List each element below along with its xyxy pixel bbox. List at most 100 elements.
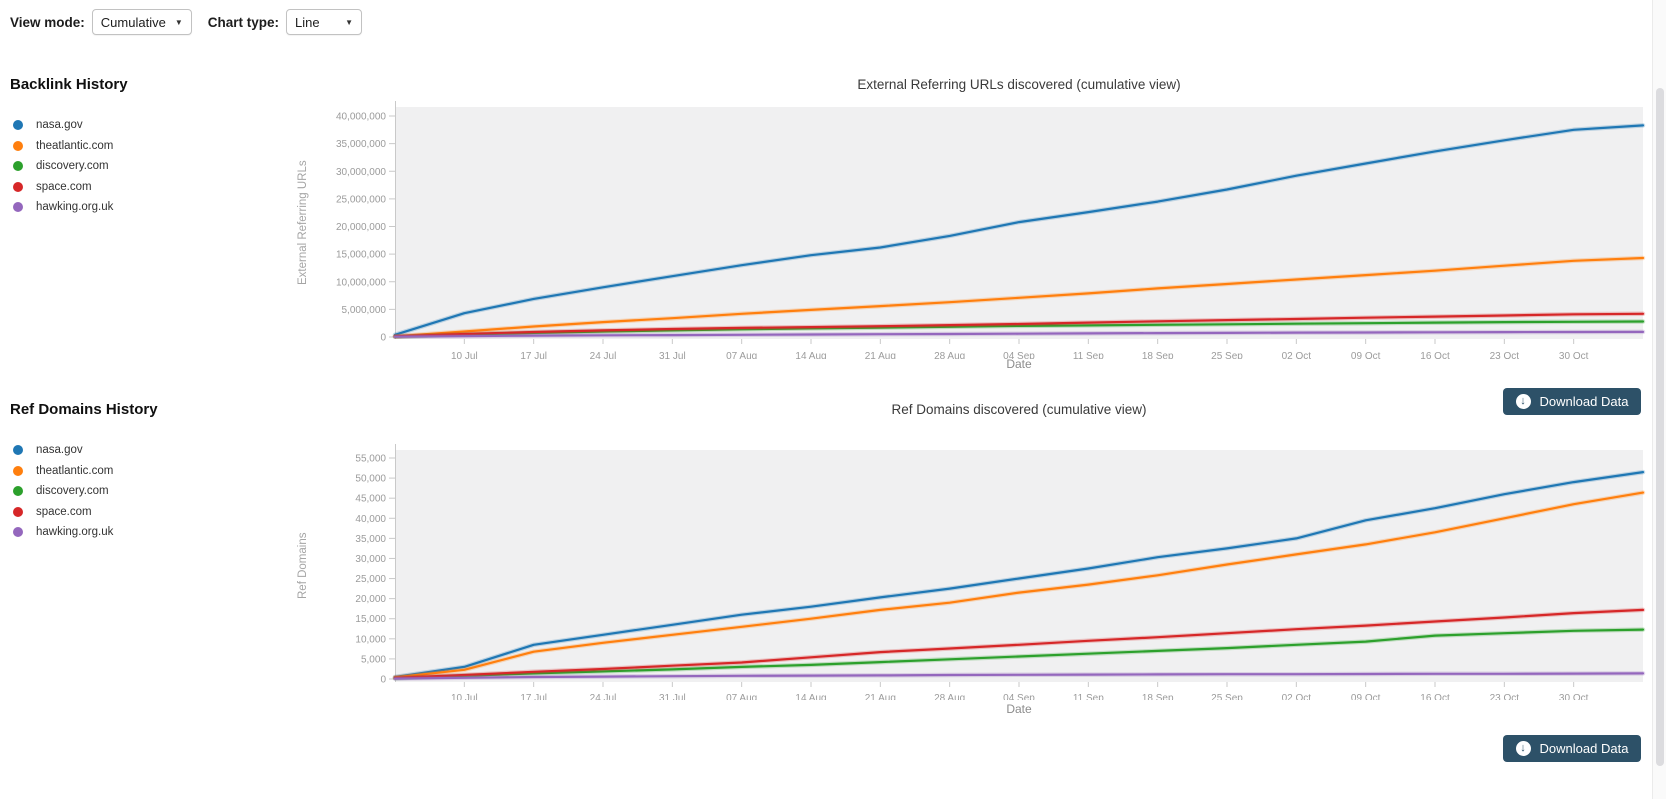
chart-canvas[interactable]: 0 5,000 10,000 15,000 20,000 25,000 30,000 35,0… <box>285 418 1657 704</box>
chart-type-select[interactable]: Line ▼ <box>286 9 363 35</box>
svg-text:14 Aug: 14 Aug <box>795 693 826 700</box>
svg-text:31 Jul: 31 Jul <box>659 351 686 359</box>
legend-item: hawking.org.uk <box>10 522 280 543</box>
legend-item: hawking.org.uk <box>10 197 280 218</box>
legend-item: theatlantic.com <box>10 461 280 482</box>
download-data-label: Download Data <box>1539 741 1629 756</box>
svg-text:10,000: 10,000 <box>355 634 386 645</box>
legend-label: space.com <box>36 180 92 193</box>
svg-text:30,000: 30,000 <box>355 554 386 565</box>
ref-domains-legend: nasa.gov theatlantic.com discovery.com spac… <box>10 440 280 543</box>
svg-text:07 Aug: 07 Aug <box>726 351 757 359</box>
svg-text:16 Oct: 16 Oct <box>1420 693 1450 700</box>
ref-domains-history-heading: Ref Domains History <box>10 401 158 418</box>
backlink-history-heading: Backlink History <box>10 76 128 93</box>
chart-type-value: Line <box>295 14 320 30</box>
legend-label: hawking.org.uk <box>36 526 114 539</box>
x-axis-label: Date <box>1006 357 1032 371</box>
svg-text:04 Sep: 04 Sep <box>1003 351 1035 359</box>
legend-dot-icon <box>13 140 23 151</box>
legend-dot-icon <box>13 486 23 497</box>
legend-dot-icon <box>13 181 23 192</box>
svg-text:17 Jul: 17 Jul <box>520 693 547 700</box>
svg-text:09 Oct: 09 Oct <box>1351 693 1381 700</box>
chart-type-label: Chart type: <box>207 14 280 30</box>
download-data-button-refdomains[interactable]: ↓ Download Data <box>1503 735 1641 762</box>
legend-dot-icon <box>13 527 23 538</box>
svg-text:5,000: 5,000 <box>361 654 386 665</box>
series-line-theatlantic.com <box>393 491 1645 679</box>
legend-dot-icon <box>13 465 23 476</box>
legend-dot-icon <box>13 445 23 456</box>
legend-label: nasa.gov <box>36 119 83 132</box>
legend-item: nasa.gov <box>10 440 280 461</box>
svg-text:25,000: 25,000 <box>355 574 386 585</box>
toolbar: View mode: Cumulative ▼ Chart type: Line… <box>10 9 363 35</box>
legend-item: theatlantic.com <box>10 136 280 157</box>
ref-domains-line-chart[interactable]: 0 5,000 10,000 15,000 20,000 25,000 30,000 35,0… <box>285 418 1657 705</box>
svg-text:09 Oct: 09 Oct <box>1351 351 1381 359</box>
svg-text:28 Aug: 28 Aug <box>934 693 965 700</box>
svg-text:50,000: 50,000 <box>355 474 386 485</box>
svg-text:16 Oct: 16 Oct <box>1420 351 1450 359</box>
legend-item: nasa.gov <box>10 115 280 136</box>
legend-label: discovery.com <box>36 160 109 173</box>
svg-text:0: 0 <box>380 333 386 344</box>
download-data-label: Download Data <box>1539 394 1629 409</box>
legend-item: space.com <box>10 502 280 523</box>
chevron-down-icon: ▼ <box>345 17 354 27</box>
svg-text:20,000: 20,000 <box>355 594 386 605</box>
svg-text:11 Sep: 11 Sep <box>1073 693 1104 700</box>
svg-text:18 Sep: 18 Sep <box>1142 351 1174 359</box>
svg-text:24 Jul: 24 Jul <box>590 351 617 359</box>
chevron-down-icon: ▼ <box>174 17 183 27</box>
series-line-hawking.org.uk <box>393 672 1645 680</box>
backlink-history-legend: nasa.gov theatlantic.com discovery.com spac… <box>10 115 280 218</box>
download-icon: ↓ <box>1515 741 1531 756</box>
legend-item: discovery.com <box>10 481 280 502</box>
svg-text:45,000: 45,000 <box>355 494 386 505</box>
legend-label: space.com <box>36 505 92 518</box>
series-line-space.com <box>393 312 1645 338</box>
svg-text:25 Sep: 25 Sep <box>1211 351 1243 359</box>
svg-text:23 Oct: 23 Oct <box>1490 693 1520 700</box>
svg-text:0: 0 <box>380 675 386 686</box>
legend-item: space.com <box>10 177 280 198</box>
legend-dot-icon <box>13 161 23 172</box>
series-line-hawking.org.uk <box>393 330 1645 338</box>
legend-label: hawking.org.uk <box>36 201 114 214</box>
view-mode-select[interactable]: Cumulative ▼ <box>91 9 192 35</box>
download-icon: ↓ <box>1515 394 1531 409</box>
chart-canvas[interactable]: 0 5,000,000 10,000,000 15,000,000 20,000,000… <box>285 93 1657 362</box>
x-axis-label: Date <box>1006 702 1032 716</box>
svg-text:21 Aug: 21 Aug <box>865 351 896 359</box>
external-urls-line-chart[interactable]: 0 5,000,000 10,000,000 15,000,000 20,000,000… <box>285 93 1657 364</box>
svg-text:02 Oct: 02 Oct <box>1282 693 1312 700</box>
scrollbar-thumb[interactable] <box>1656 88 1664 766</box>
legend-label: discovery.com <box>36 485 109 498</box>
chart-title: Ref Domains discovered (cumulative view) <box>891 402 1147 417</box>
svg-text:10 Jul: 10 Jul <box>451 351 478 359</box>
series-line-nasa.gov <box>393 124 1645 336</box>
series-line-nasa.gov <box>393 470 1645 679</box>
svg-text:04 Sep: 04 Sep <box>1003 693 1035 700</box>
svg-text:10 Jul: 10 Jul <box>451 693 478 700</box>
scrollbar[interactable] <box>1652 0 1666 799</box>
svg-text:07 Aug: 07 Aug <box>726 693 757 700</box>
series-line-theatlantic.com <box>393 256 1645 338</box>
legend-label: theatlantic.com <box>36 464 114 477</box>
legend-dot-icon <box>13 120 23 131</box>
svg-text:20,000,000: 20,000,000 <box>336 222 386 233</box>
svg-text:18 Sep: 18 Sep <box>1142 693 1174 700</box>
svg-text:30 Oct: 30 Oct <box>1559 351 1589 359</box>
svg-text:30,000,000: 30,000,000 <box>336 167 386 178</box>
legend-dot-icon <box>13 202 23 213</box>
svg-text:30 Oct: 30 Oct <box>1559 693 1589 700</box>
download-data-button-backlinks[interactable]: ↓ Download Data <box>1503 388 1641 415</box>
svg-text:35,000,000: 35,000,000 <box>336 139 386 150</box>
svg-text:23 Oct: 23 Oct <box>1490 351 1520 359</box>
svg-text:28 Aug: 28 Aug <box>934 351 965 359</box>
svg-text:35,000: 35,000 <box>355 534 386 545</box>
svg-text:31 Jul: 31 Jul <box>659 693 686 700</box>
svg-text:15,000: 15,000 <box>355 614 386 625</box>
